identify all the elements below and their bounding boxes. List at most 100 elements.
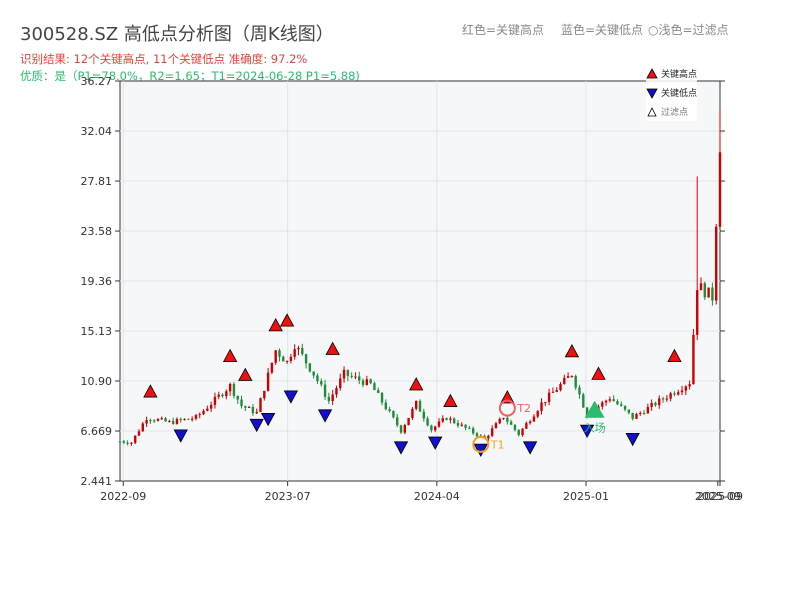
- candle-body: [289, 356, 293, 361]
- candle-body: [183, 418, 186, 420]
- candle-body: [369, 379, 372, 384]
- candle-body: [696, 290, 699, 335]
- candle-body: [445, 418, 448, 420]
- candle-body: [415, 400, 418, 409]
- candle-body: [377, 390, 380, 393]
- blue-triangle-down-icon: [646, 88, 658, 99]
- candle-body: [460, 424, 463, 426]
- candle-body: [251, 406, 255, 414]
- candle-body: [247, 406, 251, 408]
- candle-body: [449, 418, 452, 420]
- candle-body: [297, 347, 300, 350]
- t2-circle: [498, 399, 516, 417]
- candle-body: [339, 378, 342, 389]
- candle-body: [118, 441, 122, 443]
- candle-body: [547, 392, 551, 402]
- candle-body: [403, 425, 407, 433]
- legend-filtered-label: 过滤点: [661, 108, 689, 118]
- key-high-marker: [409, 377, 424, 391]
- legend-high-label: 关键高点: [661, 70, 698, 80]
- y-axis: 2.441 6.669 10.90 15.13 19.36 23.58 27.81 32.04…: [81, 75, 725, 488]
- candle-body: [293, 349, 296, 357]
- candle-body: [278, 350, 281, 357]
- candle-body: [608, 399, 612, 401]
- candle-body: [388, 409, 391, 411]
- candle-body: [285, 360, 289, 362]
- candle-body: [665, 398, 669, 400]
- entry-label: 入场: [584, 421, 606, 435]
- candle-body: [149, 420, 152, 422]
- candle-body: [711, 287, 714, 301]
- candle-body: [456, 423, 460, 426]
- candle-body: [130, 442, 133, 444]
- candle-body: [213, 396, 217, 405]
- x-axis: 2022-09 2023-07 2024-04 2025-01 2025-092025-…: [100, 481, 743, 503]
- candle-body: [422, 411, 425, 419]
- key-low-marker: [393, 441, 409, 455]
- x-tick-label: 2024-04: [414, 490, 460, 503]
- candle-body: [133, 435, 137, 443]
- candle-body: [263, 390, 266, 399]
- key-high-marker: [564, 344, 580, 358]
- y-tick-label: 15.13: [81, 325, 113, 338]
- candle-body: [650, 402, 653, 407]
- hint-light-filtered: ○浅色=过滤点: [648, 23, 729, 37]
- candle-body: [323, 384, 327, 397]
- candle-body: [327, 396, 331, 402]
- y-tick-label: 32.04: [81, 125, 113, 138]
- key-high-marker: [443, 393, 458, 407]
- key-high-marker: [268, 318, 283, 332]
- candle-body: [141, 423, 144, 432]
- candle-body: [585, 407, 589, 418]
- key-low-marker: [283, 390, 299, 404]
- candle-body: [699, 283, 703, 291]
- candle-body: [209, 404, 213, 409]
- candle-body: [202, 410, 205, 415]
- candle-body: [225, 391, 228, 397]
- key-high-marker: [325, 341, 340, 355]
- candle-body: [654, 402, 657, 406]
- candle-body: [316, 375, 319, 382]
- candle-body: [555, 390, 558, 392]
- legend-high: 关键高点: [646, 64, 697, 83]
- candle-body: [582, 394, 585, 408]
- candle-body: [255, 411, 258, 414]
- candle-body: [623, 405, 627, 410]
- hint-blue-low: 蓝色=关键低点: [561, 23, 644, 37]
- x-tick-label: 2025-09: [695, 490, 741, 503]
- candle-body: [604, 400, 608, 403]
- chart-title: 300528.SZ 高低点分析图（周K线图）: [20, 24, 334, 45]
- x-tick-label: 2023-07: [265, 490, 311, 503]
- candle-body: [365, 379, 369, 385]
- candle-body: [198, 414, 201, 416]
- key-high-marker: [667, 348, 682, 363]
- key-low-marker: [625, 433, 640, 447]
- candle-body: [563, 377, 566, 384]
- candle-body: [468, 427, 471, 429]
- legend-low: 关键低点: [646, 83, 697, 102]
- candle-body: [380, 392, 384, 403]
- candle-body: [494, 423, 498, 429]
- candle-body: [658, 398, 661, 406]
- quality-summary: 优质：是（P1=78.0%，R2=1.65；T1=2024-06-28 P1=5…: [20, 69, 360, 83]
- candle-body: [498, 418, 501, 424]
- candle-body: [304, 354, 308, 364]
- candle-body: [536, 411, 539, 417]
- candle-body: [312, 371, 315, 376]
- candle-body: [627, 409, 631, 413]
- candle-body: [574, 375, 577, 388]
- hollow-triangle-icon: [647, 106, 657, 116]
- result-summary: 识别结果: 12个关键高点, 11个关键低点 准确度: 97.2%: [20, 52, 308, 66]
- candle-body: [331, 394, 334, 402]
- candle-body: [635, 413, 638, 419]
- x-tick-label: 2025-01: [563, 490, 609, 503]
- candle-body: [707, 287, 710, 298]
- candle-body: [430, 425, 433, 431]
- candle-body: [342, 369, 346, 379]
- candle-body: [137, 431, 141, 436]
- candle-body: [350, 375, 353, 377]
- candles-group: [118, 107, 722, 446]
- candle-body: [578, 387, 581, 395]
- key-low-marker: [579, 424, 595, 439]
